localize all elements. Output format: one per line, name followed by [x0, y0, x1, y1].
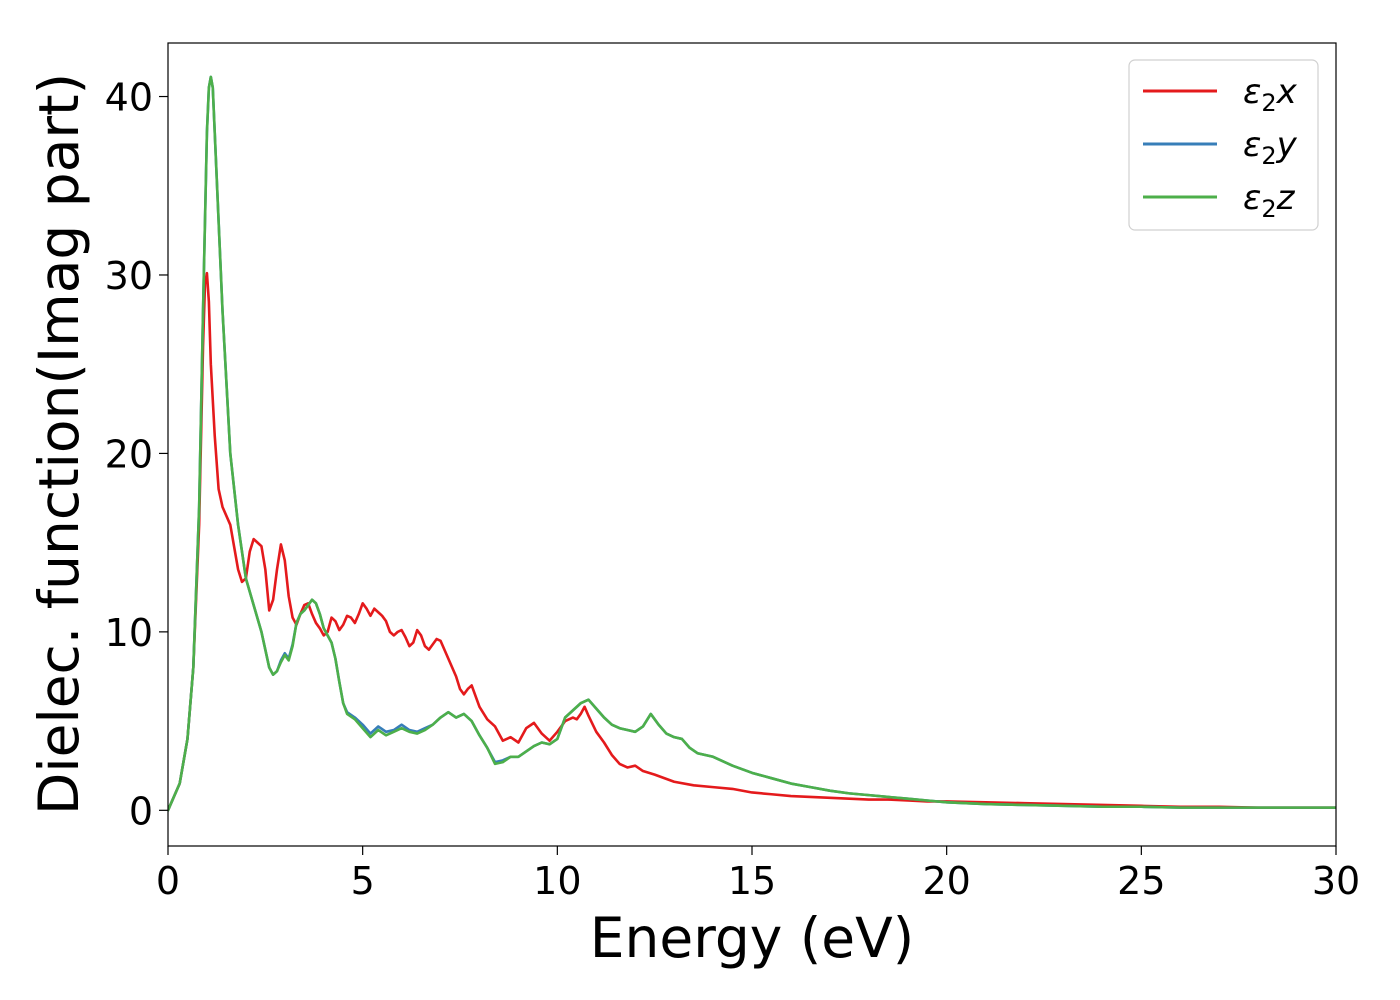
x-axis-ticks: 0 5 10 15 20 25 30	[156, 846, 1360, 903]
legend-label: ε2x	[1243, 72, 1298, 117]
x-axis-title: Energy (eV)	[590, 906, 914, 970]
legend-box	[1128, 59, 1319, 231]
series-line-x	[168, 271, 1336, 812]
y-tick-label: 40	[105, 76, 153, 120]
y-tick-label: 0	[129, 789, 153, 833]
x-tick-label: 10	[533, 859, 581, 903]
y-tick-label: 30	[105, 254, 153, 298]
x-tick-label: 0	[156, 859, 180, 903]
y-axis-title: Dielec. function(Imag part)	[27, 73, 91, 815]
x-tick-label: 5	[351, 859, 375, 903]
x-tick-label: 20	[922, 859, 970, 903]
legend: ε2x ε2y ε2z	[1128, 59, 1319, 231]
x-tick-label: 15	[728, 859, 776, 903]
x-tick-label: 30	[1312, 859, 1360, 903]
series-line-z	[168, 75, 1336, 812]
legend-label: ε2y	[1243, 125, 1298, 170]
x-tick-label: 25	[1117, 859, 1165, 903]
y-tick-label: 10	[105, 611, 153, 655]
legend-label: ε2z	[1243, 178, 1296, 223]
series-layer	[168, 75, 1336, 812]
y-axis-ticks: 0 10 20 30 40	[105, 76, 168, 833]
y-tick-label: 20	[105, 432, 153, 476]
